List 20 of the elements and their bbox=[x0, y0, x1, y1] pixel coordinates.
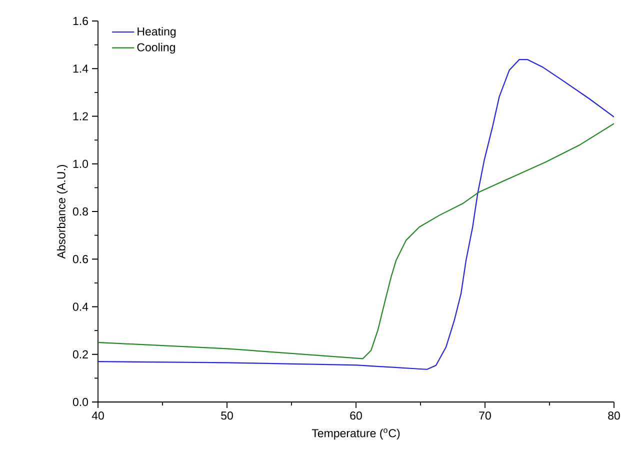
x-tick-label: 70 bbox=[479, 412, 491, 420]
x-tick-label: 40 bbox=[92, 412, 104, 420]
x-axis-title: Temperature ($^{o}$C) bbox=[312, 428, 400, 440]
y-tick-label: 1.2 bbox=[73, 112, 88, 120]
x-tick-label: 80 bbox=[608, 412, 620, 420]
y-tick-label: 1.6 bbox=[73, 16, 88, 26]
y-tick-label: 0.0 bbox=[72, 398, 88, 406]
y-tick-label: 0.6 bbox=[72, 255, 88, 264]
x-tick-label: 50 bbox=[221, 412, 233, 420]
x-tick-label: 60 bbox=[350, 412, 362, 420]
line-series bbox=[98, 59, 614, 370]
legend-label: Heating bbox=[138, 27, 176, 38]
legend-label: Cooling bbox=[137, 42, 175, 54]
y-tick-label: 0.2 bbox=[72, 350, 88, 358]
y-tick-label: 1.4 bbox=[73, 64, 88, 73]
y-axis-title: Absorbance (A.U.) bbox=[56, 164, 68, 259]
y-tick-label: 0.4 bbox=[72, 302, 88, 311]
y-tick-label: 1.0 bbox=[73, 160, 88, 168]
y-tick-label: 0.8 bbox=[72, 207, 88, 216]
line-series bbox=[98, 123, 614, 360]
